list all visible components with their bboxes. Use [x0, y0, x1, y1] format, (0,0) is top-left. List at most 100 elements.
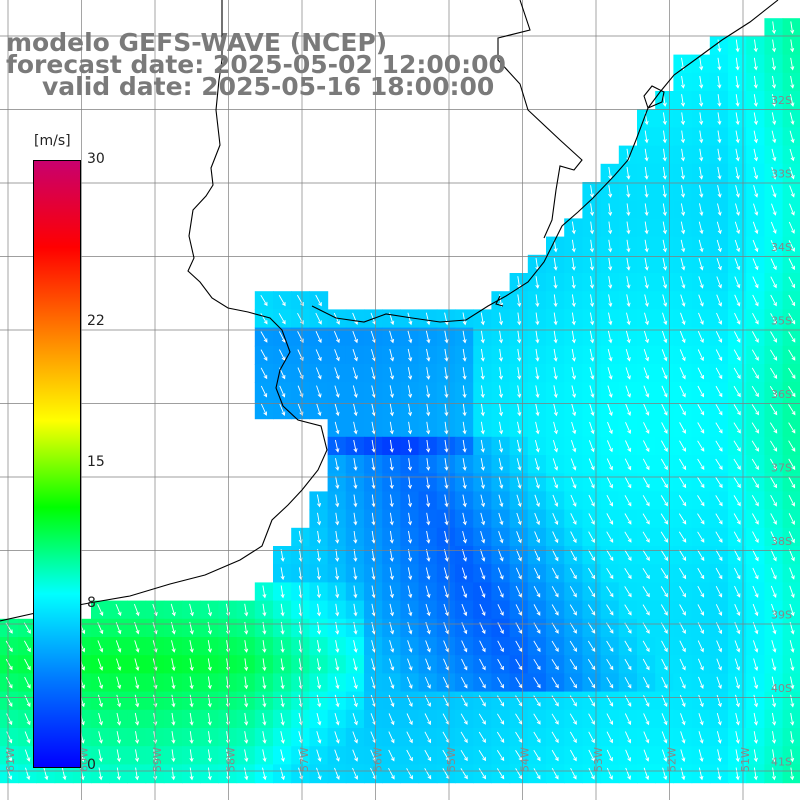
wind-arrow: [426, 494, 431, 508]
wind-arrow: [425, 549, 431, 562]
wind-arrow: [607, 403, 613, 417]
wind-arrow: [335, 458, 340, 471]
wind-arrow: [389, 585, 394, 599]
wind-arrow: [697, 531, 705, 543]
wind-arrow: [642, 458, 650, 471]
wind-arrow: [517, 330, 522, 344]
wind-arrow: [624, 440, 632, 453]
wind-arrow: [280, 731, 285, 744]
wind-arrow: [260, 294, 268, 307]
wind-arrow: [189, 658, 194, 672]
wind-arrow: [371, 530, 376, 544]
wind-arrow: [134, 712, 140, 726]
wind-arrow: [335, 658, 340, 672]
wind-arrow: [790, 712, 795, 726]
wind-arrow: [680, 75, 686, 89]
wind-arrow: [717, 185, 722, 198]
wind-arrow: [424, 749, 432, 762]
wind-arrow: [753, 749, 758, 763]
wind-arrow: [679, 385, 686, 398]
wind-arrow: [553, 294, 558, 308]
wind-arrow: [407, 403, 413, 417]
wind-arrow: [352, 731, 358, 744]
wind-arrow: [697, 385, 705, 398]
wind-arrow: [262, 694, 267, 708]
wind-arrow: [790, 767, 795, 781]
wind-arrow: [280, 749, 285, 763]
wind-arrow: [571, 257, 576, 271]
wind-arrow: [661, 640, 668, 653]
wind-arrow: [735, 767, 740, 781]
wind-arrow: [515, 585, 522, 598]
wind-arrow: [660, 513, 668, 525]
wind-arrow: [23, 622, 31, 634]
wind-arrow: [5, 622, 13, 634]
wind-arrow: [697, 585, 705, 598]
wind-arrow: [717, 130, 722, 144]
wind-arrow: [515, 549, 522, 562]
wind-arrow: [371, 603, 376, 617]
wind-arrow: [698, 312, 704, 325]
wind-arrow: [697, 422, 705, 434]
coastline: [0, 0, 779, 622]
wind-cell: [782, 527, 800, 547]
wind-arrow: [462, 403, 467, 417]
wind-arrow: [316, 567, 322, 581]
wind-arrow: [552, 458, 559, 471]
wind-arrow: [735, 731, 740, 744]
wind-arrow: [535, 348, 540, 362]
wind-arrow: [644, 166, 649, 180]
wind-arrow: [769, 404, 778, 416]
wind-arrow: [680, 767, 686, 781]
wind-arrow: [770, 476, 777, 489]
wind-arrow: [116, 712, 122, 726]
wind-arrow: [352, 367, 358, 380]
wind-arrow: [260, 331, 268, 343]
wind-arrow: [733, 331, 741, 343]
wind-arrow: [643, 367, 650, 380]
wind-arrow: [460, 768, 468, 780]
wind-arrow: [589, 312, 595, 326]
wind-arrow: [698, 713, 704, 726]
wind-arrow: [716, 294, 723, 307]
wind-arrow: [533, 768, 541, 780]
wind-arrow: [116, 694, 122, 708]
wind-arrow: [753, 94, 758, 107]
wind-arrow: [788, 240, 795, 252]
wind-arrow: [262, 658, 267, 672]
wind-arrow: [680, 148, 686, 162]
wind-arrow: [480, 421, 485, 435]
colorbar: [33, 160, 81, 768]
wind-arrow: [753, 694, 759, 708]
wind-arrow: [753, 39, 758, 53]
wind-arrow: [733, 495, 741, 507]
wind-arrow: [662, 294, 668, 308]
wind-arrow: [606, 749, 613, 762]
wind-cell: [782, 564, 800, 583]
wind-arrow: [662, 276, 668, 289]
wind-arrow: [134, 658, 140, 672]
wind-arrow: [24, 640, 31, 653]
wind-arrow: [462, 512, 467, 526]
wind-arrow: [316, 694, 322, 708]
longitude-label: 61W: [4, 747, 17, 772]
wind-arrow: [553, 385, 558, 399]
wind-arrow: [644, 203, 649, 217]
wind-arrow: [444, 330, 449, 344]
wind-arrow: [461, 585, 468, 599]
wind-arrow: [624, 713, 632, 726]
wind-arrow: [788, 494, 795, 507]
wind-arrow: [606, 767, 613, 780]
wind-arrow: [661, 676, 668, 689]
wind-arrow: [770, 494, 777, 507]
wind-arrow: [461, 567, 468, 580]
wind-arrow: [460, 676, 468, 689]
wind-arrow: [587, 622, 596, 634]
wind-arrow: [534, 531, 541, 544]
wind-arrow: [262, 731, 267, 744]
wind-arrow: [498, 531, 504, 544]
wind-arrow: [462, 458, 467, 471]
wind-arrow: [515, 640, 523, 653]
wind-arrow: [244, 676, 249, 690]
wind-arrow: [679, 349, 686, 362]
